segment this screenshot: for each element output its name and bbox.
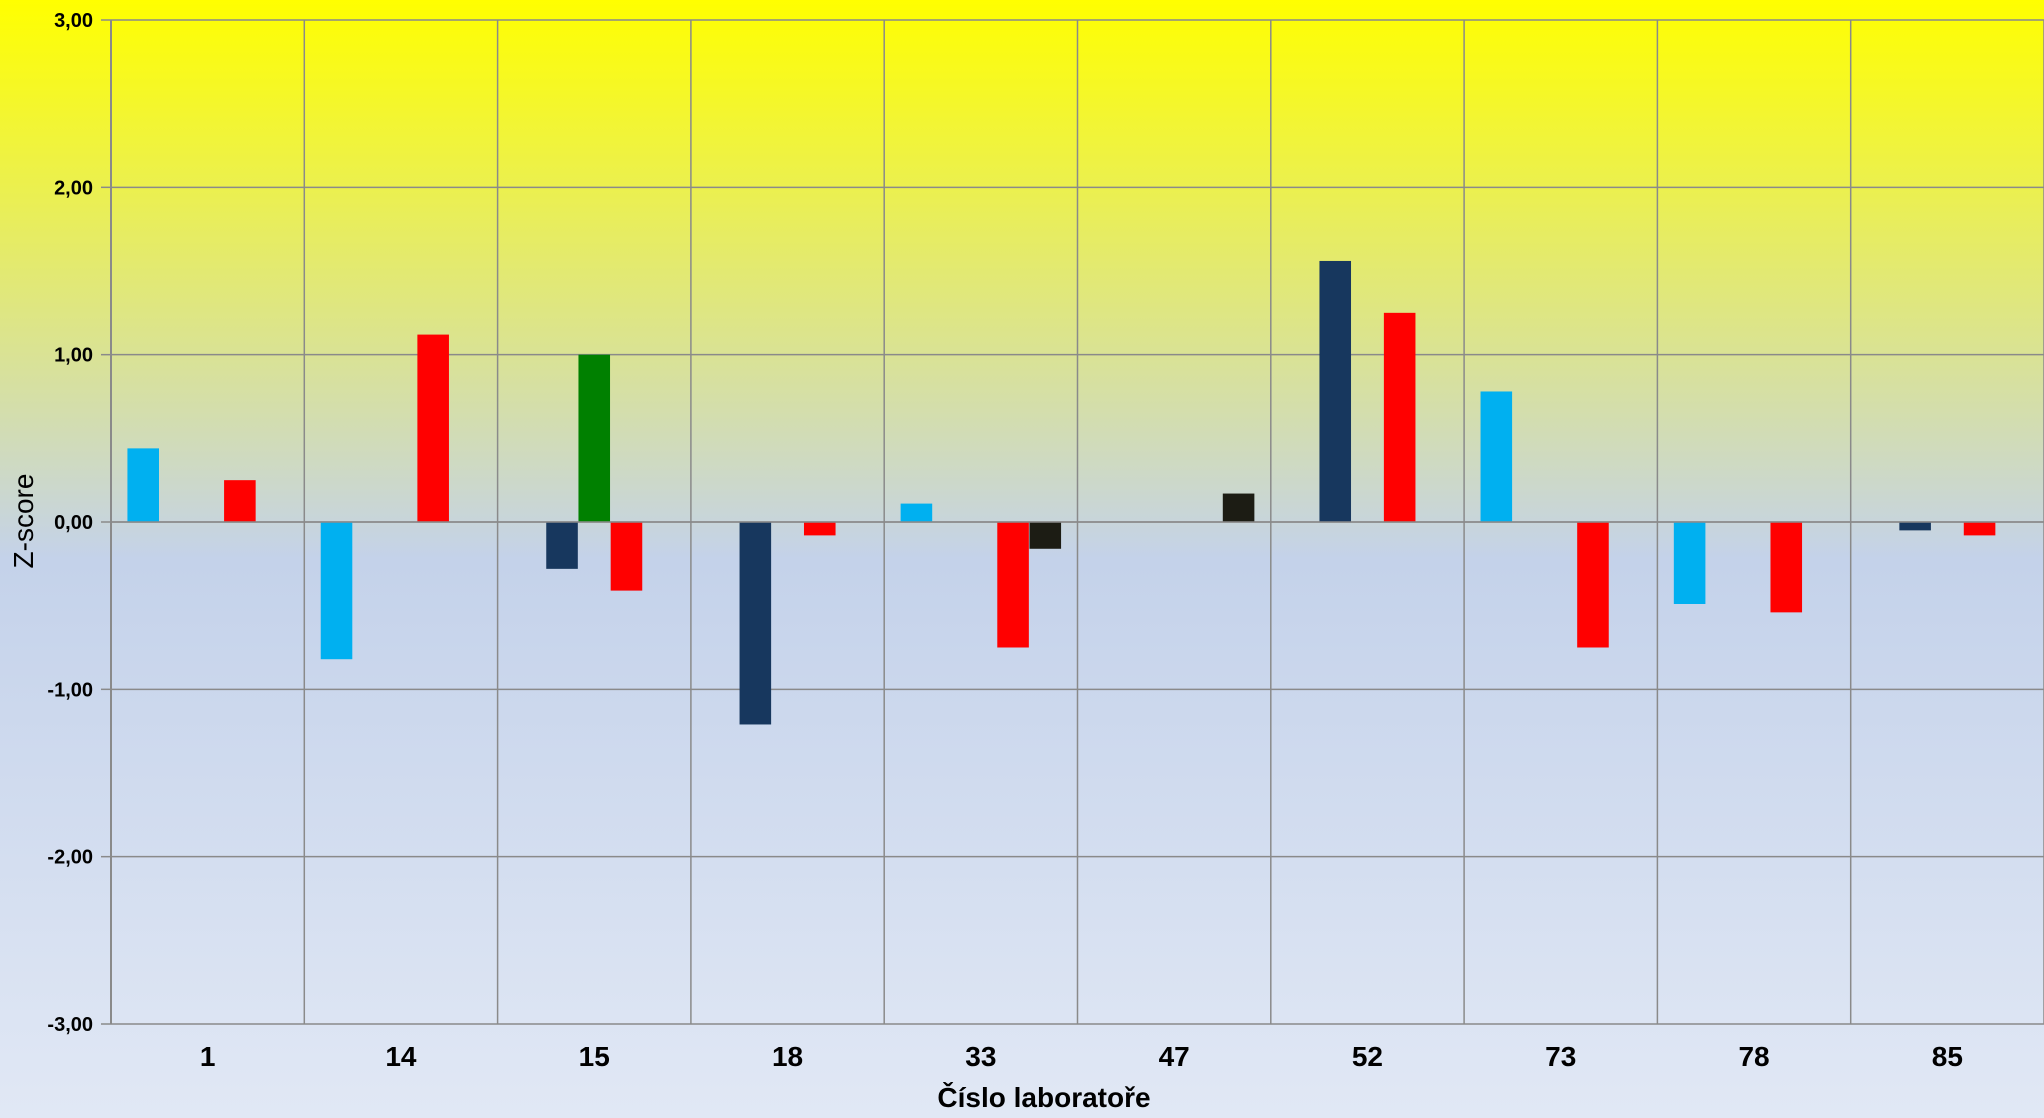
bar-85-s4 — [1963, 522, 1996, 536]
y-tick-label: 0,00 — [54, 512, 93, 534]
bar-33-s5 — [1029, 522, 1062, 549]
y-tick-label: -2,00 — [47, 847, 93, 869]
bar-14-s4 — [417, 334, 449, 522]
bar-15-s3 — [578, 354, 611, 522]
bar-18-s2 — [739, 522, 772, 725]
y-tick-label: 3,00 — [54, 10, 93, 32]
bar-73-s4 — [1577, 522, 1609, 648]
bar-78-s4 — [1770, 522, 1803, 613]
x-tick-labels: 1 14 15 18 33 47 52 73 78 85 — [200, 1041, 1963, 1072]
x-tick-label: 18 — [772, 1041, 803, 1072]
bar-33-s1 — [900, 503, 933, 522]
x-tick-label: 47 — [1159, 1041, 1190, 1072]
bar-85-s2 — [1899, 522, 1931, 531]
bar-73-s1 — [1480, 391, 1513, 522]
bar-18-s4 — [803, 522, 836, 536]
x-tick-label: 14 — [385, 1041, 417, 1072]
y-axis-title: Z-score — [8, 474, 39, 569]
bar-1-s1 — [127, 448, 160, 522]
bar-52-s4 — [1383, 312, 1416, 522]
x-tick-label: 85 — [1932, 1041, 1963, 1072]
bar-47-s5 — [1222, 493, 1255, 522]
bars — [127, 260, 1996, 725]
x-axis-title: Číslo laboratoře — [937, 1081, 1150, 1113]
x-tick-label: 1 — [200, 1041, 216, 1072]
bar-52-s2 — [1319, 260, 1352, 522]
x-tick-label: 52 — [1352, 1041, 1383, 1072]
x-tick-label: 15 — [579, 1041, 610, 1072]
y-tick-labels: 3,00 2,00 1,00 0,00 -1,00 -2,00 -3,00 — [47, 10, 93, 1036]
bar-14-s1 — [320, 522, 353, 660]
x-tick-label: 33 — [965, 1041, 996, 1072]
x-tick-label: 78 — [1738, 1041, 1769, 1072]
y-tick-label: -3,00 — [47, 1014, 93, 1036]
y-tick-label: 1,00 — [54, 345, 93, 367]
bar-33-s4 — [997, 522, 1029, 648]
axes — [110, 20, 2044, 1024]
bar-1-s4 — [224, 480, 256, 522]
bar-15-s4 — [610, 522, 643, 591]
y-tick-label: 2,00 — [54, 177, 93, 199]
y-tick-label: -1,00 — [47, 679, 93, 701]
bar-78-s1 — [1673, 522, 1706, 604]
bar-15-s2 — [546, 522, 578, 569]
x-tick-label: 73 — [1545, 1041, 1576, 1072]
